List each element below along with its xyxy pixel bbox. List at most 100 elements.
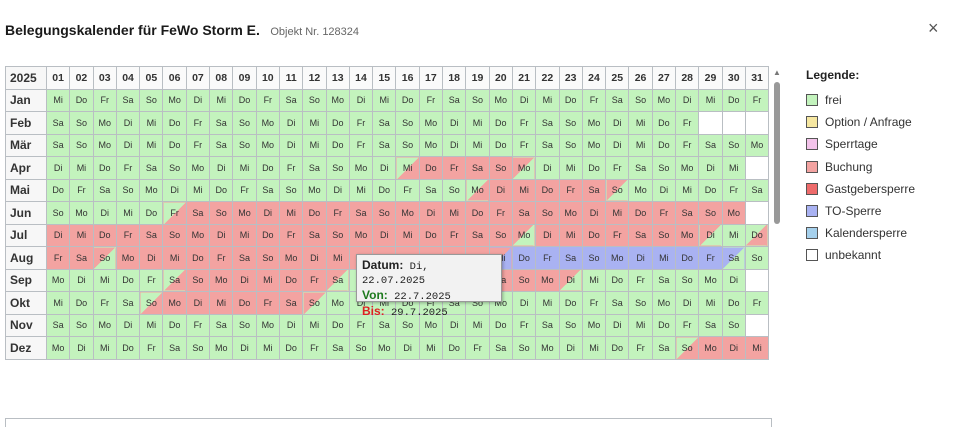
day-cell[interactable]: So xyxy=(395,111,420,135)
day-cell[interactable]: Do xyxy=(651,313,677,337)
day-cell[interactable]: Do xyxy=(69,291,94,315)
day-cell[interactable]: Sa xyxy=(278,88,304,112)
day-cell[interactable]: Do xyxy=(418,223,444,247)
day-cell[interactable]: Di xyxy=(558,336,583,360)
day-cell[interactable]: Di xyxy=(675,88,700,112)
day-cell[interactable]: So xyxy=(69,133,94,157)
day-cell[interactable]: Sa xyxy=(605,291,630,315)
day-cell[interactable]: Mo xyxy=(535,268,560,292)
day-cell[interactable]: So xyxy=(442,178,467,202)
day-cell[interactable]: So xyxy=(209,201,234,225)
day-cell[interactable]: Mi xyxy=(209,88,234,112)
day-cell[interactable]: Mi xyxy=(628,133,653,157)
day-cell[interactable]: Do xyxy=(581,223,607,247)
day-cell[interactable]: So xyxy=(45,201,71,225)
day-cell[interactable]: Mi xyxy=(465,111,490,135)
day-cell[interactable]: Mi xyxy=(92,336,117,360)
day-cell[interactable]: Mi xyxy=(45,88,71,112)
day-cell[interactable]: Do xyxy=(488,111,513,135)
day-cell[interactable]: Fr xyxy=(278,223,304,247)
day-cell[interactable]: Do xyxy=(511,246,537,270)
day-cell[interactable]: Sa xyxy=(628,156,653,180)
day-cell[interactable]: Fr xyxy=(698,246,723,270)
day-cell[interactable]: Mo xyxy=(325,88,350,112)
day-cell[interactable]: Mo xyxy=(92,313,117,337)
day-cell[interactable]: Di xyxy=(628,246,653,270)
day-cell[interactable]: Fr xyxy=(115,156,141,180)
day-cell[interactable]: Fr xyxy=(302,268,327,292)
day-cell[interactable]: So xyxy=(628,88,653,112)
day-cell[interactable]: Do xyxy=(325,111,350,135)
day-cell[interactable]: Do xyxy=(115,336,141,360)
day-cell[interactable]: Sa xyxy=(698,313,723,337)
day-cell[interactable]: So xyxy=(488,223,513,247)
day-cell[interactable]: Fr xyxy=(92,291,117,315)
day-cell[interactable]: Fr xyxy=(558,178,583,202)
day-cell[interactable]: Mo xyxy=(698,336,723,360)
day-cell[interactable]: Mi xyxy=(139,313,164,337)
day-cell[interactable]: Fr xyxy=(395,178,420,202)
day-cell[interactable]: Fr xyxy=(139,336,164,360)
day-cell[interactable]: So xyxy=(698,201,723,225)
day-cell[interactable]: So xyxy=(721,133,746,157)
day-cell[interactable]: So xyxy=(605,178,630,202)
day-cell[interactable]: Fr xyxy=(418,88,444,112)
day-cell[interactable]: Mi xyxy=(744,336,770,360)
day-cell[interactable]: Mo xyxy=(348,156,374,180)
day-cell[interactable]: Di xyxy=(348,88,374,112)
day-cell[interactable]: Do xyxy=(651,111,677,135)
day-cell[interactable]: So xyxy=(185,268,211,292)
day-cell[interactable]: Di xyxy=(185,291,211,315)
day-cell[interactable]: So xyxy=(558,313,583,337)
day-cell[interactable]: Fr xyxy=(325,201,350,225)
day-cell[interactable]: Sa xyxy=(535,313,560,337)
day-cell[interactable]: So xyxy=(558,111,583,135)
day-cell[interactable]: Fr xyxy=(488,201,513,225)
day-cell[interactable]: Di xyxy=(558,268,583,292)
day-cell[interactable]: Fr xyxy=(348,111,374,135)
day-cell[interactable]: Mo xyxy=(69,201,94,225)
close-icon[interactable]: × xyxy=(928,18,939,38)
day-cell[interactable]: Fr xyxy=(185,133,211,157)
day-cell[interactable]: Mo xyxy=(115,246,141,270)
scroll-up-icon[interactable]: ▲ xyxy=(773,68,781,77)
day-cell[interactable]: Mi xyxy=(395,223,420,247)
day-cell[interactable]: Sa xyxy=(511,201,537,225)
day-cell[interactable]: Di xyxy=(698,156,723,180)
day-cell[interactable]: Sa xyxy=(628,223,653,247)
day-cell[interactable]: So xyxy=(232,133,257,157)
day-cell[interactable]: Do xyxy=(675,246,700,270)
day-cell[interactable]: Sa xyxy=(45,133,71,157)
day-cell[interactable]: So xyxy=(488,156,513,180)
day-cell[interactable]: Mi xyxy=(69,223,94,247)
day-cell[interactable]: Fr xyxy=(675,111,700,135)
day-cell[interactable]: Sa xyxy=(744,178,770,202)
day-cell[interactable]: Do xyxy=(92,223,117,247)
day-cell[interactable]: Di xyxy=(511,291,537,315)
day-cell[interactable]: Sa xyxy=(721,246,746,270)
day-cell[interactable]: So xyxy=(651,223,677,247)
day-cell[interactable]: Di xyxy=(69,336,94,360)
day-cell[interactable]: Mi xyxy=(278,201,304,225)
day-cell[interactable]: Fr xyxy=(139,268,164,292)
day-cell[interactable]: So xyxy=(255,246,280,270)
day-cell[interactable]: Mo xyxy=(278,246,304,270)
day-cell[interactable]: Fr xyxy=(465,336,490,360)
day-cell[interactable]: Sa xyxy=(115,88,141,112)
day-cell[interactable]: Mo xyxy=(209,336,234,360)
day-cell[interactable]: Di xyxy=(372,156,397,180)
day-cell[interactable]: Sa xyxy=(372,133,397,157)
day-cell[interactable]: Do xyxy=(255,223,280,247)
day-cell[interactable]: Mi xyxy=(45,291,71,315)
day-cell[interactable]: Do xyxy=(744,223,770,247)
day-cell[interactable]: Di xyxy=(92,201,117,225)
day-cell[interactable]: Fr xyxy=(278,156,304,180)
day-cell[interactable]: Sa xyxy=(185,201,211,225)
day-cell[interactable]: Di xyxy=(605,313,630,337)
day-cell[interactable]: Do xyxy=(651,133,677,157)
day-cell[interactable]: Sa xyxy=(302,156,327,180)
day-cell[interactable]: Di xyxy=(115,313,141,337)
day-cell[interactable]: Di xyxy=(605,133,630,157)
day-cell[interactable]: Mo xyxy=(372,336,397,360)
day-cell[interactable]: So xyxy=(744,246,770,270)
